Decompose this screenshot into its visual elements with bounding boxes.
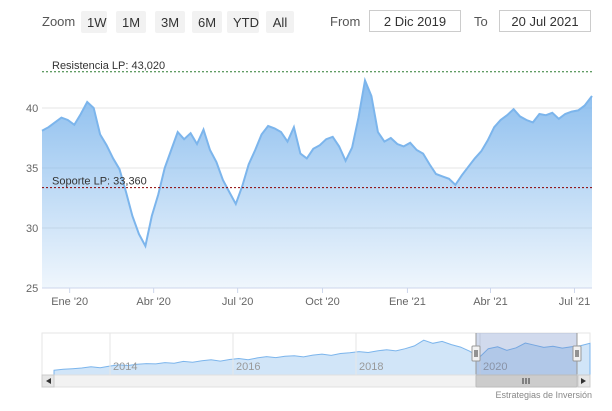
y-tick-label: 35	[26, 163, 38, 175]
x-tick-label: Jul '21	[559, 296, 590, 308]
navigator[interactable]: 2014 2016 2018 2020	[41, 332, 591, 376]
y-tick-label: 40	[26, 103, 38, 115]
zoom-label: Zoom	[42, 14, 76, 29]
to-date-input[interactable]	[499, 10, 591, 32]
scroll-right-arrow-icon	[581, 378, 586, 384]
support-label: Soporte LP: 33,360	[52, 176, 147, 188]
navigator-ticks: 2014 2016 2018 2020	[109, 333, 507, 375]
x-tick-label: Ene '20	[51, 296, 88, 308]
navigator-tick-label: 2020	[483, 361, 507, 373]
navigator-tick-label: 2016	[236, 361, 260, 373]
resistance-label: Resistencia LP: 43,020	[52, 60, 165, 72]
x-tick-label: Oct '20	[305, 296, 340, 308]
zoom-ytd-button[interactable]: YTD	[227, 11, 259, 33]
from-date-input[interactable]	[369, 10, 461, 32]
zoom-6m-button[interactable]: 6M	[192, 11, 222, 33]
x-tick-label: Jul '20	[222, 296, 253, 308]
y-axis-labels: 25 30 35 40	[26, 103, 38, 295]
level-lines: Resistencia LP: 43,020 Soporte LP: 33,360	[42, 60, 592, 189]
zoom-1m-button[interactable]: 1M	[116, 11, 146, 33]
price-line	[41, 76, 593, 249]
navigator-series	[53, 339, 591, 376]
price-area	[42, 80, 592, 289]
navigator-selected-range[interactable]	[476, 333, 577, 375]
x-tick-label: Abr '21	[473, 296, 508, 308]
x-tick-label: Ene '21	[389, 296, 426, 308]
footer-credit: Estrategias de Inversión	[495, 390, 592, 400]
from-label: From	[330, 14, 361, 29]
scrollbar[interactable]	[41, 374, 591, 388]
navigator-right-handle[interactable]	[572, 345, 582, 362]
to-label: To	[474, 14, 488, 29]
y-tick-label: 30	[26, 223, 38, 235]
y-tick-label: 25	[26, 283, 38, 295]
x-axis-labels: Ene '20 Abr '20 Jul '20 Oct '20 Ene '21 Abr '…	[51, 288, 590, 308]
navigator-tick-label: 2018	[359, 361, 383, 373]
x-tick-label: Abr '20	[136, 296, 171, 308]
zoom-all-button[interactable]: All	[266, 11, 294, 33]
navigator-tick-label: 2014	[113, 361, 137, 373]
navigator-frame	[41, 332, 591, 376]
range-selector-toolbar: Zoom 1W 1M 3M 6M YTD All From To	[0, 0, 612, 40]
scroll-left-arrow-icon	[46, 378, 51, 384]
zoom-3m-button[interactable]: 3M	[155, 11, 185, 33]
zoom-1w-button[interactable]: 1W	[81, 11, 107, 33]
navigator-left-handle[interactable]	[471, 345, 481, 362]
